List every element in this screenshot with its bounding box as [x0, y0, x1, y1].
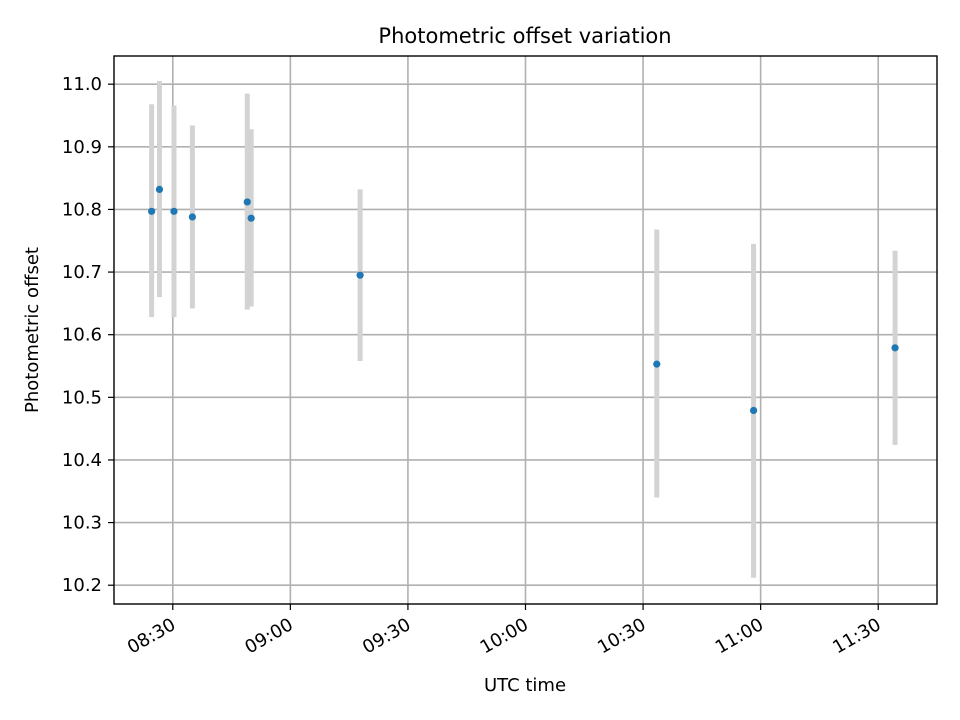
data-point: [170, 207, 178, 215]
error-bars: [149, 81, 898, 578]
data-points: [148, 185, 899, 415]
y-tick-label: 10.3: [62, 513, 102, 534]
x-tick-label: 08:30: [124, 614, 179, 658]
y-tick-label: 10.8: [62, 199, 102, 220]
x-axis-ticks: 08:30 09:00 09:30 10:00 10:30 11:00 11:30: [124, 604, 885, 658]
y-tick-label: 10.4: [62, 450, 102, 471]
x-tick-label: 09:00: [241, 614, 296, 658]
x-tick-label: 09:30: [359, 614, 414, 658]
data-point: [148, 207, 156, 215]
data-point: [247, 214, 255, 222]
y-tick-label: 10.2: [62, 575, 102, 596]
data-point: [891, 344, 899, 352]
y-tick-label: 11.0: [62, 74, 102, 95]
x-axis-label: UTC time: [484, 675, 566, 696]
x-tick-label: 11:30: [829, 614, 884, 658]
y-axis-ticks: 10.2 10.3 10.4 10.5 10.6 10.7 10.8 10.9 11.0: [62, 74, 114, 596]
y-tick-label: 10.9: [62, 137, 102, 158]
data-point: [749, 406, 758, 415]
data-point: [653, 360, 661, 368]
y-tick-label: 10.5: [62, 387, 102, 408]
y-tick-label: 10.6: [62, 325, 102, 346]
x-tick-label: 10:30: [594, 614, 649, 658]
chart-title: Photometric offset variation: [378, 24, 671, 48]
x-tick-label: 11:00: [712, 614, 767, 658]
y-axis-label: Photometric offset: [22, 247, 43, 413]
x-tick-label: 10:00: [477, 614, 532, 658]
data-point: [356, 271, 364, 279]
grid: [114, 56, 937, 604]
y-tick-label: 10.7: [62, 262, 102, 283]
data-point: [155, 185, 164, 193]
data-point: [188, 213, 196, 221]
data-point: [243, 198, 251, 206]
